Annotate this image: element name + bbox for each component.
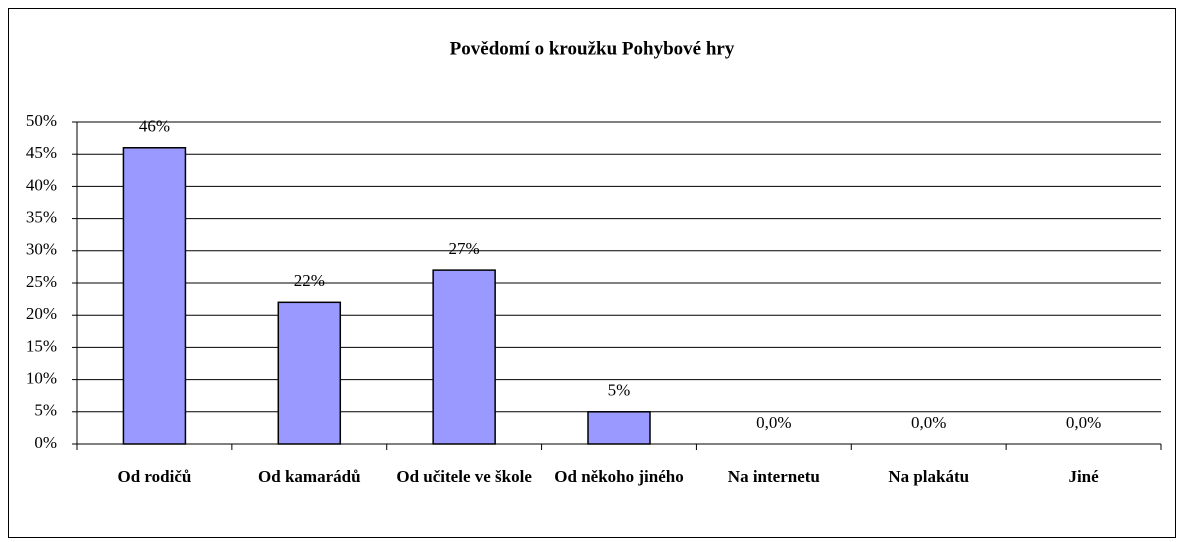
- y-tick-label: 30%: [26, 240, 57, 259]
- bar: [587, 411, 651, 445]
- data-label: 0,0%: [756, 413, 791, 432]
- y-tick-label: 50%: [26, 111, 57, 130]
- data-label: 0,0%: [1066, 413, 1101, 432]
- data-label: 0,0%: [911, 413, 946, 432]
- x-tick-label: Na plakátu: [888, 467, 970, 486]
- y-tick-label: 25%: [26, 272, 57, 291]
- data-label: 22%: [294, 271, 325, 290]
- x-tick-label: Od kamarádů: [258, 467, 361, 486]
- y-tick-label: 35%: [26, 208, 57, 227]
- x-tick-label: Od rodičů: [117, 467, 192, 486]
- y-tick-label: 10%: [26, 369, 57, 388]
- chart-title: Povědomí o kroužku Pohybové hry: [450, 38, 735, 59]
- x-tick-label: Od někoho jiného: [554, 467, 684, 486]
- x-tick-label: Od učitele ve škole: [396, 467, 532, 486]
- bar: [277, 301, 342, 445]
- chart-frame: [8, 8, 1176, 538]
- data-label: 46%: [139, 117, 170, 136]
- x-tick-label: Na internetu: [727, 467, 820, 486]
- x-tick-label: Jiné: [1068, 467, 1099, 486]
- y-tick-label: 0%: [34, 433, 57, 452]
- y-tick-label: 15%: [26, 336, 57, 355]
- y-tick-label: 40%: [26, 175, 57, 194]
- y-tick-label: 20%: [26, 304, 57, 323]
- data-label: 5%: [608, 381, 631, 400]
- data-label: 27%: [449, 239, 480, 258]
- y-tick-label: 45%: [26, 143, 57, 162]
- y-tick-label: 5%: [34, 401, 57, 420]
- bar: [432, 269, 496, 445]
- bar: [122, 147, 187, 445]
